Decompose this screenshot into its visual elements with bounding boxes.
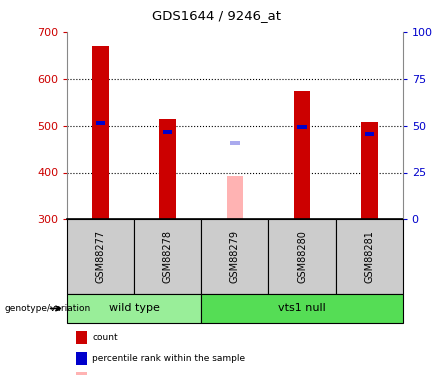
Text: genotype/variation: genotype/variation [4, 304, 90, 313]
Bar [92, 46, 109, 219]
Bar [294, 92, 310, 219]
Text: wild type: wild type [109, 303, 160, 313]
Bar [163, 130, 172, 134]
Bar [361, 122, 378, 219]
Bar [96, 122, 105, 125]
Text: GSM88281: GSM88281 [364, 230, 374, 284]
Bar [365, 132, 374, 136]
Bar [226, 176, 243, 219]
Bar [201, 219, 268, 294]
Bar [268, 219, 336, 294]
Text: GSM88280: GSM88280 [297, 230, 307, 284]
Bar [230, 141, 239, 145]
Text: GDS1644 / 9246_at: GDS1644 / 9246_at [152, 9, 281, 22]
Bar [134, 219, 201, 294]
Text: GSM88278: GSM88278 [163, 230, 173, 284]
Bar [67, 294, 201, 322]
Text: percentile rank within the sample: percentile rank within the sample [92, 354, 246, 363]
Bar [336, 219, 403, 294]
Bar [297, 125, 307, 129]
Bar [201, 294, 403, 322]
Text: count: count [92, 333, 118, 342]
Bar [159, 118, 176, 219]
Text: GSM88279: GSM88279 [230, 230, 240, 284]
Text: GSM88277: GSM88277 [96, 230, 106, 284]
Text: vts1 null: vts1 null [278, 303, 326, 313]
Bar [67, 219, 134, 294]
